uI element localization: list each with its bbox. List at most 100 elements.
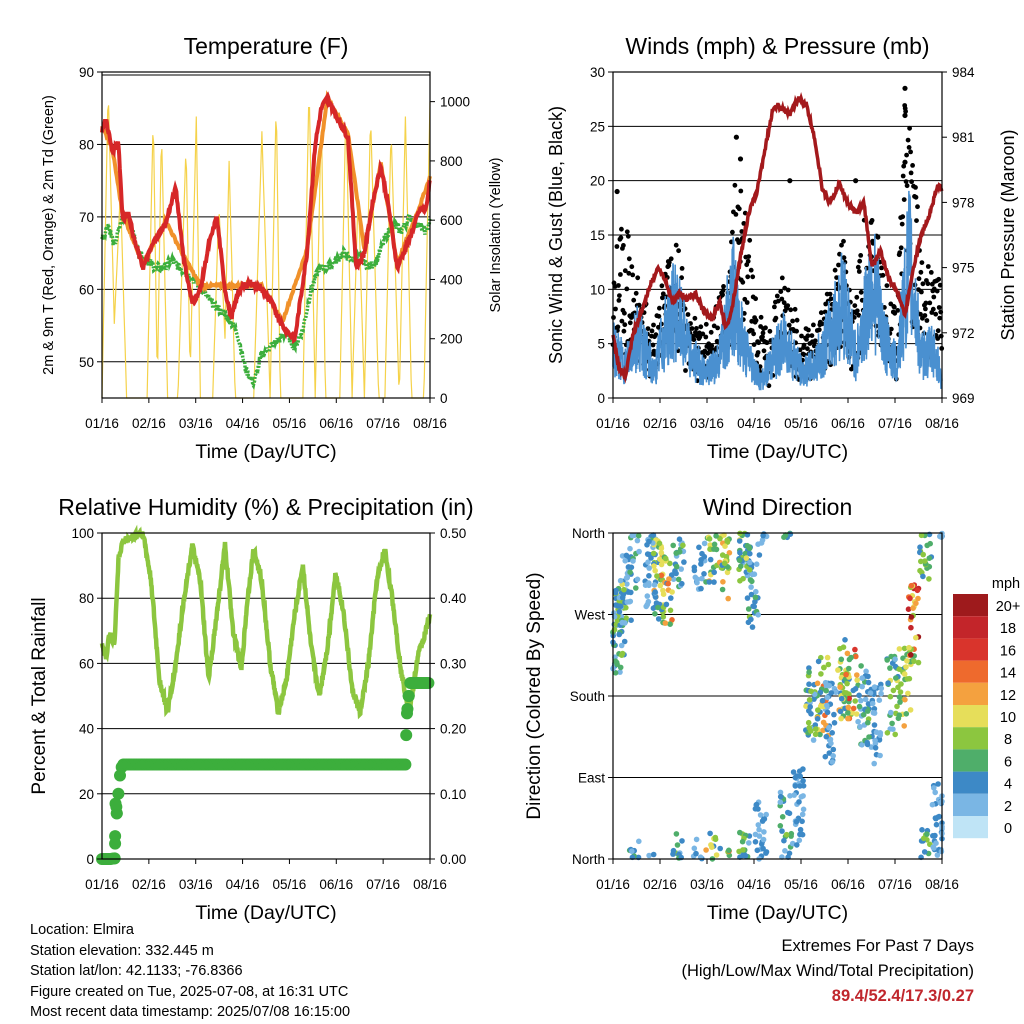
direction-point — [706, 579, 713, 585]
direction-point — [924, 831, 930, 837]
gust-point — [659, 283, 665, 289]
gust-point — [854, 294, 860, 300]
gust-point — [834, 275, 839, 280]
extremes-values: 89.4/52.4/17.3/0.27 — [831, 987, 974, 1005]
gust-point — [619, 226, 624, 232]
direction-point — [698, 561, 704, 567]
direction-point — [905, 690, 911, 697]
direction-point — [843, 690, 850, 696]
direction-point — [867, 690, 874, 696]
gust-point — [895, 308, 901, 313]
direction-point — [679, 838, 685, 844]
gust-point — [841, 255, 847, 261]
gust-point — [779, 296, 785, 302]
direction-point — [749, 578, 755, 585]
gust-point — [747, 237, 753, 243]
direction-point — [914, 587, 921, 594]
direction-point — [760, 836, 767, 843]
gust-point — [766, 383, 772, 389]
gust-point — [673, 242, 679, 248]
direction-point — [811, 691, 818, 698]
legend-label: 18 — [1000, 621, 1016, 637]
direction-point — [645, 559, 651, 565]
gust-point — [936, 276, 942, 282]
y-tick-label: 30 — [590, 65, 605, 80]
legend-swatch — [953, 638, 988, 661]
gust-point — [744, 300, 750, 305]
direction-point — [826, 724, 832, 731]
direction-point — [907, 707, 914, 713]
gust-point — [857, 258, 863, 264]
x-tick-label: 02/16 — [643, 416, 677, 431]
direction-point — [904, 658, 910, 664]
x-tick-label: 07/16 — [878, 877, 912, 892]
gust-point — [733, 212, 739, 217]
legend-label: 8 — [1004, 732, 1012, 748]
gust-point — [778, 289, 784, 294]
gust-point — [827, 291, 833, 297]
direction-point — [901, 671, 908, 677]
direction-point — [706, 536, 713, 542]
y-tick-label-right: 0 — [440, 391, 448, 406]
gust-point — [691, 337, 697, 343]
x-tick-label: 05/16 — [273, 877, 307, 892]
y-tick-label: 20 — [590, 174, 605, 189]
legend-swatch — [953, 771, 988, 794]
gust-point — [937, 282, 943, 288]
direction-point — [800, 806, 807, 813]
direction-point — [840, 644, 847, 650]
gust-point — [909, 179, 914, 185]
gust-point — [892, 310, 898, 316]
gust-point — [797, 347, 803, 353]
direction-point — [829, 730, 835, 736]
direction-point — [696, 544, 702, 551]
gust-point — [761, 348, 767, 354]
direction-point — [797, 783, 803, 789]
direction-point — [693, 850, 699, 857]
direction-point — [646, 580, 652, 586]
gust-point — [925, 264, 931, 269]
direction-point — [623, 615, 629, 621]
direction-point — [814, 716, 821, 722]
gust-point — [618, 235, 624, 241]
direction-point — [720, 579, 726, 585]
direction-point — [657, 556, 663, 562]
gust-point — [904, 183, 910, 189]
direction-point — [896, 712, 903, 718]
gust-point — [703, 321, 709, 327]
gust-point — [625, 233, 631, 239]
direction-point — [624, 599, 631, 605]
gust-point — [906, 145, 912, 150]
direction-point — [751, 603, 757, 610]
gust-point — [841, 238, 846, 244]
gust-point — [708, 329, 714, 335]
direction-point — [845, 710, 851, 716]
gust-point — [903, 109, 908, 114]
legend-label: 20+ — [996, 599, 1021, 615]
direction-point — [752, 806, 759, 812]
gust-point — [903, 179, 909, 185]
gust-point — [819, 321, 825, 327]
x-tick-label: 01/16 — [85, 877, 119, 892]
gust-point — [794, 328, 799, 334]
gust-point — [622, 310, 627, 316]
direction-point — [892, 656, 898, 662]
gust-point — [832, 267, 838, 273]
legend-label: 4 — [1004, 777, 1012, 793]
x-tick-label: 04/16 — [737, 877, 771, 892]
direction-point — [806, 665, 812, 671]
direction-point — [799, 818, 805, 825]
gust-point — [751, 331, 756, 337]
direction-point — [868, 744, 875, 750]
direction-point — [668, 595, 674, 601]
plot-border — [101, 532, 431, 860]
direction-point — [929, 801, 936, 808]
direction-point — [652, 567, 658, 574]
direction-point — [838, 695, 845, 702]
direction-point — [660, 614, 667, 620]
direction-point — [777, 799, 784, 805]
direction-point — [920, 573, 926, 580]
precip-point — [400, 729, 413, 742]
direction-point — [931, 845, 937, 851]
gust-point — [933, 311, 939, 317]
